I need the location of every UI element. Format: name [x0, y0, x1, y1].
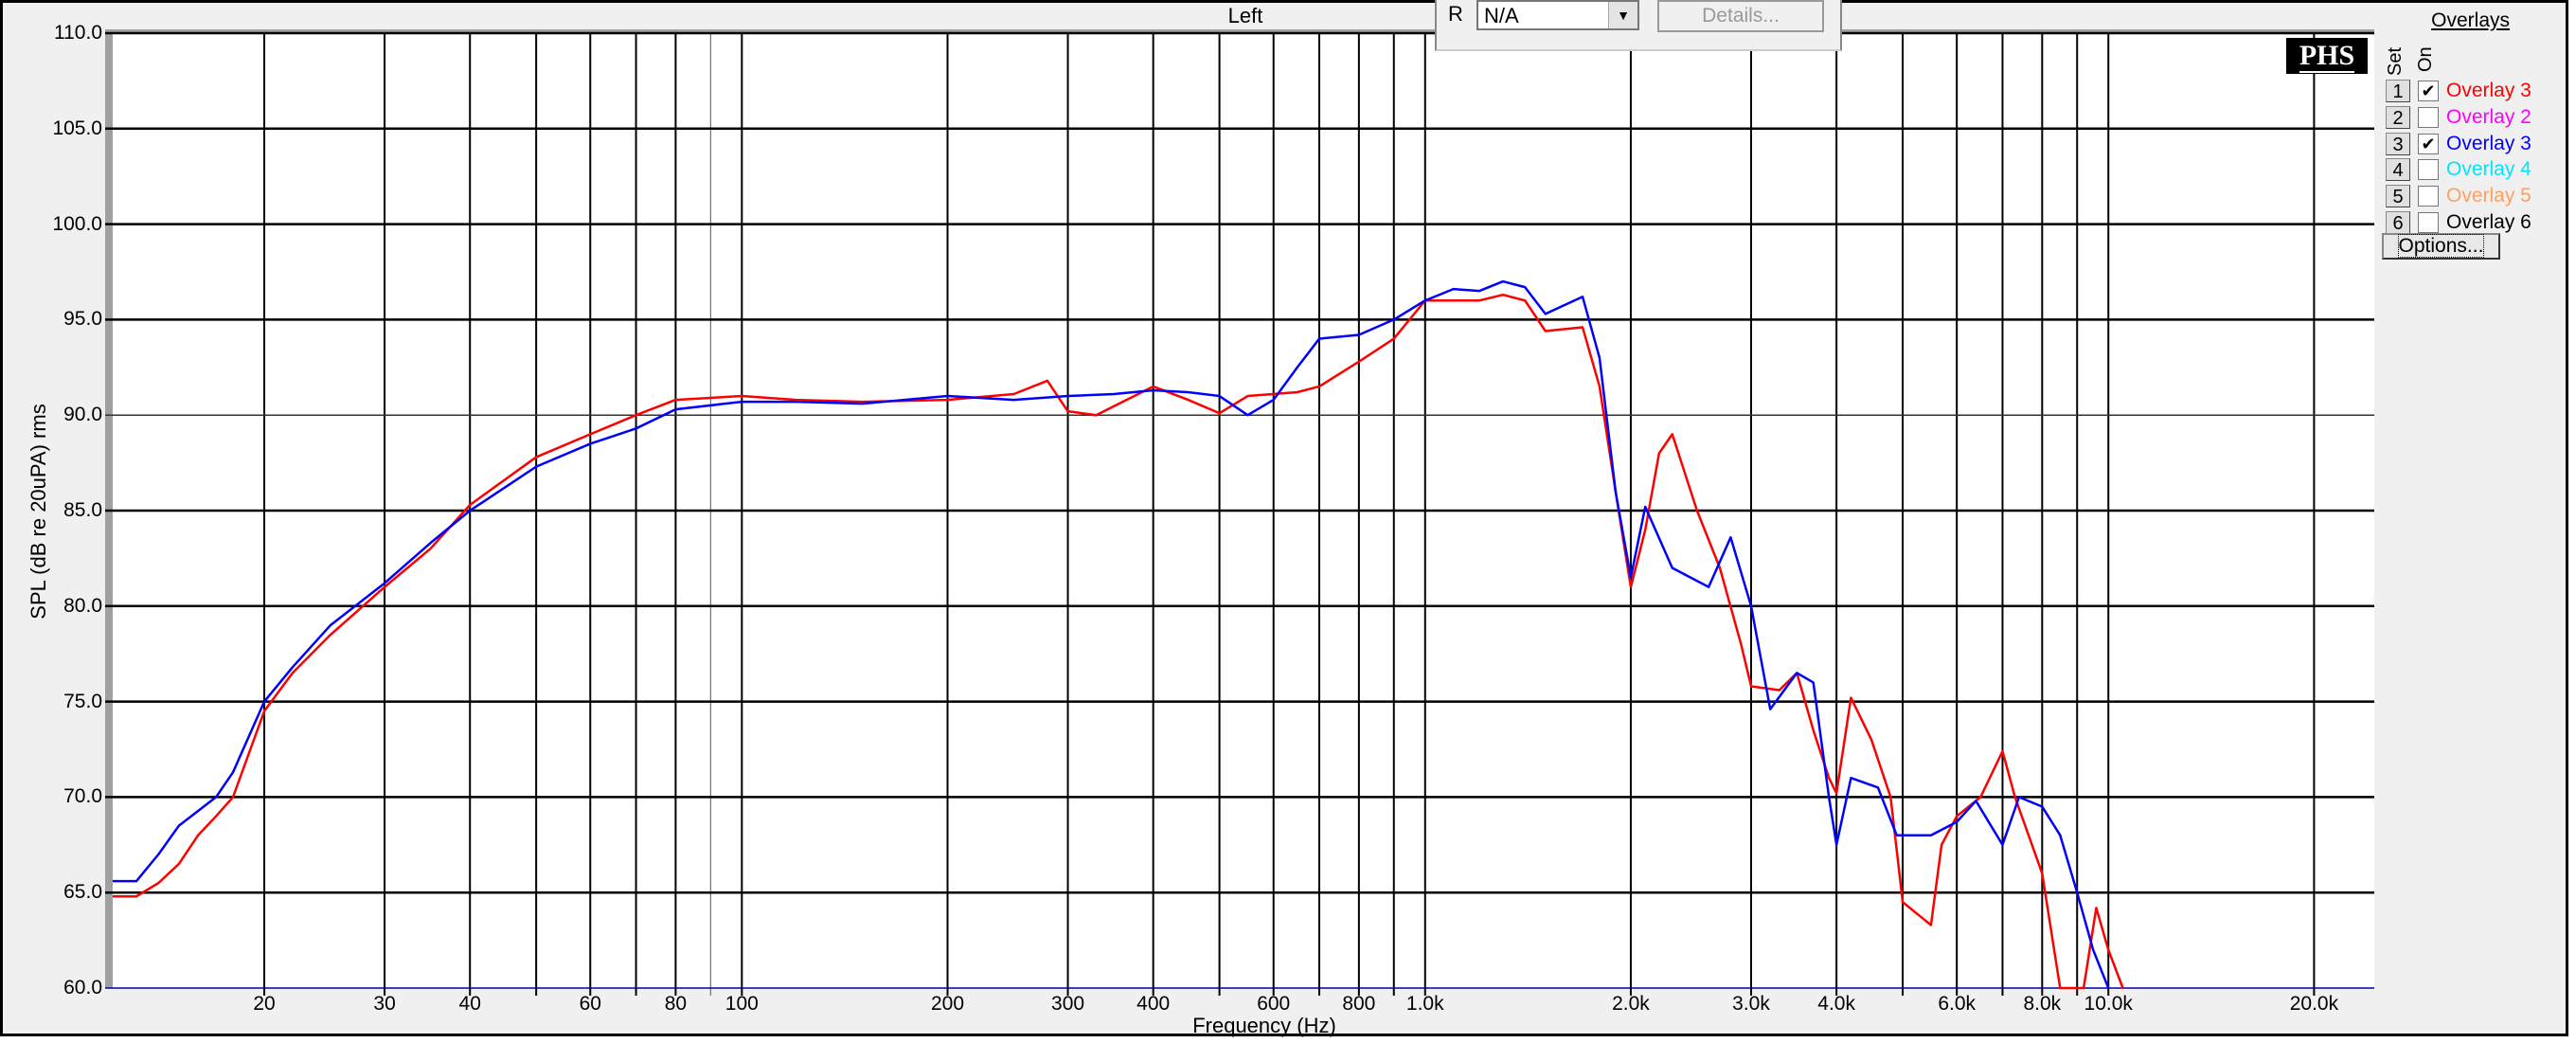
overlay-checkbox[interactable]: ✔	[2418, 81, 2439, 101]
set-button[interactable]: 3	[2386, 132, 2410, 155]
r-dropdown[interactable]: N/A ▼	[1476, 0, 1639, 30]
y-tick-label: 65.0	[63, 881, 102, 904]
x-tick-label: 8.0k	[2023, 993, 2062, 1015]
y-tick-label: 105.0	[52, 117, 102, 139]
y-tick-label: 95.0	[63, 308, 102, 331]
x-tick-label: 400	[1136, 993, 1171, 1015]
y-tick-label: 90.0	[63, 404, 102, 426]
x-axis-label: Frequency (Hz)	[1192, 1014, 1336, 1037]
x-tick-label: 2.0k	[1612, 993, 1650, 1015]
y-tick-label: 80.0	[63, 594, 102, 617]
r-panel: R N/A ▼ Details...	[1435, 0, 1842, 51]
options-button[interactable]: Options...	[2382, 233, 2500, 260]
options-label: Options...	[2397, 234, 2485, 258]
x-tick-label: 4.0k	[1817, 993, 1855, 1015]
series-line-2	[113, 279, 2110, 989]
set-button[interactable]: 2	[2386, 105, 2410, 129]
overlay-label: Overlay 4	[2446, 158, 2531, 181]
x-tick-label: 200	[930, 993, 965, 1015]
overlay-label: Overlay 5	[2446, 185, 2531, 207]
x-tick-label: 1.0k	[1405, 993, 1444, 1015]
x-tick-label: 600	[1257, 993, 1291, 1015]
set-button[interactable]: 4	[2386, 158, 2410, 182]
overlay-label: Overlay 2	[2446, 105, 2531, 128]
y-tick-label: 75.0	[63, 690, 102, 712]
details-button[interactable]: Details...	[1657, 0, 1824, 32]
x-tick-label: 20	[253, 993, 276, 1015]
y-tick-label: 100.0	[52, 212, 102, 235]
x-tick-label: 3.0k	[1732, 993, 1770, 1015]
x-tick-label: 20.0k	[2289, 993, 2339, 1015]
x-tick-label: 80	[664, 993, 688, 1015]
x-tick-label: 40	[458, 993, 481, 1015]
x-tick-label: 100	[724, 993, 759, 1015]
overlay-label: Overlay 3	[2446, 80, 2531, 101]
overlay-checkbox[interactable]	[2418, 159, 2439, 181]
overlay-checkbox[interactable]	[2418, 106, 2439, 128]
x-tick-label: 6.0k	[1938, 993, 1977, 1015]
r-dropdown-value: N/A	[1484, 4, 1519, 27]
r-label: R	[1448, 2, 1463, 26]
x-tick-label: 30	[373, 993, 396, 1015]
set-header: Set	[2385, 46, 2406, 76]
chevron-down-icon[interactable]: ▼	[1608, 2, 1637, 28]
set-button[interactable]: 1	[2386, 80, 2410, 102]
x-tick-label: 300	[1051, 993, 1085, 1015]
x-tick-label: 60	[579, 993, 601, 1015]
phs-logo: PHS	[2286, 38, 2368, 74]
set-button[interactable]: 5	[2386, 185, 2410, 208]
overlay-checkbox[interactable]	[2418, 186, 2439, 207]
overlay-label: Overlay 3	[2446, 132, 2531, 154]
y-tick-label: 70.0	[63, 785, 102, 808]
y-tick-label: 110.0	[54, 22, 102, 44]
on-header: On	[2415, 46, 2436, 72]
x-tick-label: 10.0k	[2084, 993, 2133, 1015]
channel-label: Left	[1227, 4, 1263, 27]
overlays-title: Overlays	[2431, 9, 2510, 31]
y-tick-label: 60.0	[63, 977, 102, 998]
y-tick-label: 85.0	[63, 499, 102, 521]
overlay-checkbox[interactable]: ✔	[2418, 133, 2439, 154]
set-button[interactable]: 6	[2386, 211, 2410, 234]
overlay-checkbox[interactable]	[2418, 212, 2439, 233]
x-tick-label: 800	[1342, 993, 1376, 1015]
overlay-label: Overlay 6	[2446, 211, 2531, 233]
